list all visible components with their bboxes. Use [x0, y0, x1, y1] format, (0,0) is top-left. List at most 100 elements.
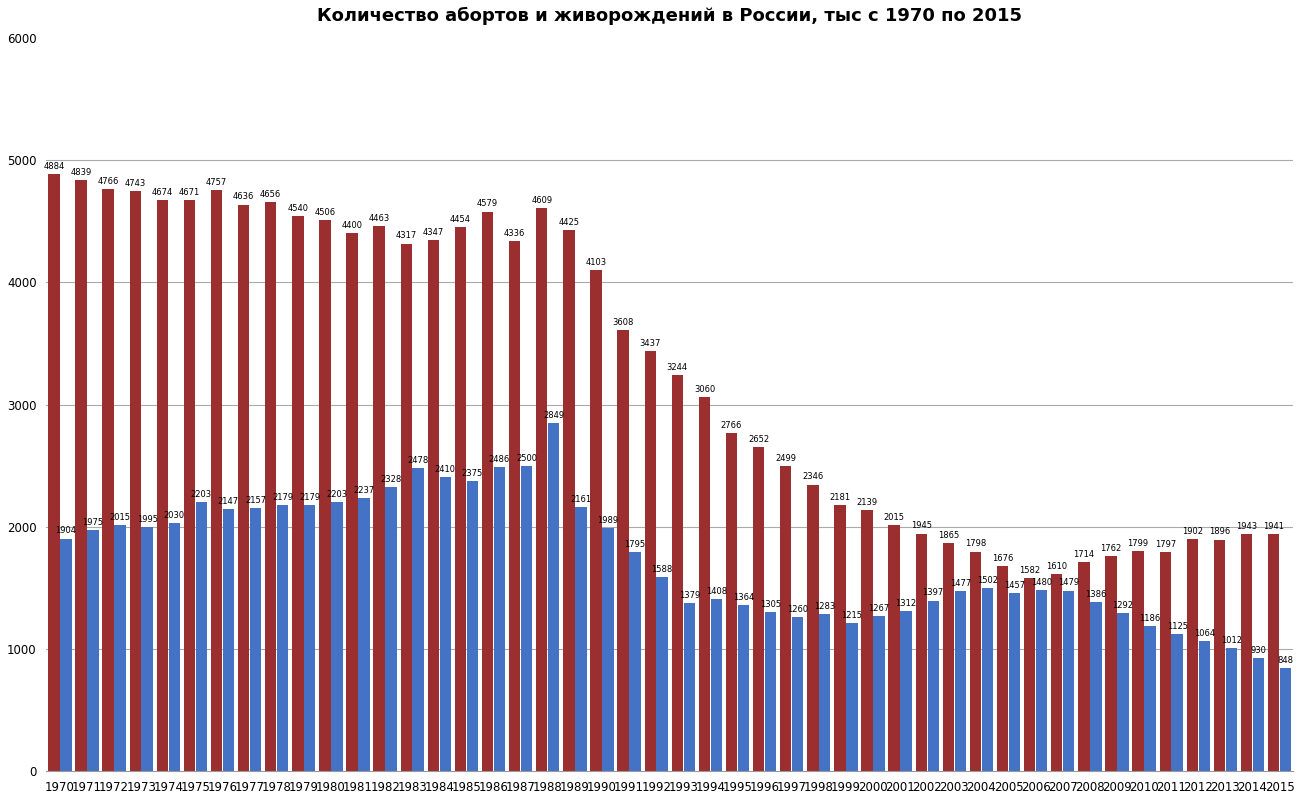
Bar — [373, 226, 385, 771]
Bar — [656, 578, 668, 771]
Text: 3244: 3244 — [666, 363, 689, 372]
Text: 1896: 1896 — [1209, 528, 1230, 537]
Bar — [412, 469, 424, 771]
Bar — [927, 601, 939, 771]
Bar — [331, 502, 343, 771]
Text: 848: 848 — [1278, 655, 1294, 665]
Text: 2015: 2015 — [884, 513, 905, 522]
Bar — [276, 505, 288, 771]
Text: 1215: 1215 — [841, 610, 862, 620]
Text: 2203: 2203 — [326, 490, 347, 499]
Bar — [765, 612, 776, 771]
Bar — [1171, 634, 1183, 771]
Bar — [1187, 539, 1198, 771]
Bar — [591, 270, 601, 771]
Text: 1292: 1292 — [1112, 602, 1133, 610]
Text: 4671: 4671 — [179, 188, 200, 197]
Text: 1582: 1582 — [1020, 566, 1041, 575]
Bar — [752, 447, 764, 771]
Bar — [1035, 590, 1047, 771]
Text: 2030: 2030 — [164, 511, 185, 520]
Bar — [874, 617, 884, 771]
Text: 2179: 2179 — [273, 493, 293, 502]
Text: 1012: 1012 — [1221, 635, 1241, 645]
Text: 2478: 2478 — [408, 457, 429, 465]
Bar — [943, 543, 955, 771]
Text: 2203: 2203 — [190, 490, 213, 499]
Text: 2652: 2652 — [748, 435, 769, 444]
Bar — [699, 397, 711, 771]
Text: 3608: 3608 — [613, 318, 634, 327]
Text: 1943: 1943 — [1236, 521, 1257, 531]
Text: 2161: 2161 — [570, 495, 592, 504]
Bar — [237, 204, 249, 771]
Text: 1386: 1386 — [1085, 590, 1107, 599]
Bar — [575, 507, 587, 771]
Bar — [672, 375, 683, 771]
Bar — [711, 599, 722, 771]
Bar — [1226, 647, 1237, 771]
Bar — [982, 588, 994, 771]
Bar — [347, 233, 357, 771]
Text: 1975: 1975 — [82, 517, 103, 527]
Bar — [780, 466, 792, 771]
Bar — [536, 207, 548, 771]
Bar — [1063, 590, 1074, 771]
Text: 4400: 4400 — [342, 221, 363, 231]
Text: 3060: 3060 — [694, 385, 715, 394]
Text: 2500: 2500 — [516, 453, 537, 463]
Title: Количество абортов и живорождений в России, тыс с 1970 по 2015: Количество абортов и живорождений в Росс… — [317, 7, 1022, 25]
Bar — [1051, 574, 1063, 771]
Text: 1795: 1795 — [625, 540, 645, 549]
Text: 4317: 4317 — [395, 231, 417, 240]
Text: 4425: 4425 — [558, 218, 579, 227]
Bar — [644, 351, 656, 771]
Bar — [819, 614, 831, 771]
Bar — [304, 505, 316, 771]
Text: 4454: 4454 — [450, 215, 471, 223]
Bar — [319, 220, 331, 771]
Text: 4766: 4766 — [98, 176, 119, 186]
Bar — [1078, 562, 1090, 771]
Text: 4674: 4674 — [151, 187, 173, 197]
Bar — [1009, 594, 1020, 771]
Text: 2499: 2499 — [776, 453, 797, 463]
Bar — [1090, 602, 1102, 771]
Bar — [1132, 551, 1144, 771]
Text: 2486: 2486 — [489, 455, 510, 465]
Text: 4506: 4506 — [314, 208, 335, 217]
Text: 2157: 2157 — [245, 496, 266, 505]
Text: 2237: 2237 — [353, 485, 374, 495]
Text: 2015: 2015 — [110, 513, 130, 522]
Bar — [494, 468, 505, 771]
Bar — [76, 179, 86, 771]
Text: 1479: 1479 — [1058, 578, 1080, 587]
Bar — [846, 623, 858, 771]
Text: 1267: 1267 — [868, 605, 889, 614]
Bar — [602, 528, 614, 771]
Text: 1477: 1477 — [949, 578, 971, 588]
Bar — [168, 523, 180, 771]
Bar — [1106, 556, 1116, 771]
Bar — [223, 509, 235, 771]
Text: 1502: 1502 — [977, 576, 998, 585]
Text: 4839: 4839 — [70, 167, 91, 177]
Text: 4336: 4336 — [503, 229, 526, 238]
Bar — [1024, 578, 1035, 771]
Text: 2410: 2410 — [434, 465, 456, 473]
Bar — [156, 200, 168, 771]
Text: 1588: 1588 — [652, 566, 673, 574]
Bar — [141, 527, 153, 771]
Text: 2849: 2849 — [544, 411, 565, 420]
Text: 4540: 4540 — [287, 204, 308, 213]
Text: 1125: 1125 — [1167, 622, 1188, 630]
Bar — [915, 533, 927, 771]
Text: 3437: 3437 — [639, 339, 661, 348]
Bar — [115, 525, 125, 771]
Bar — [129, 191, 141, 771]
Text: 2766: 2766 — [721, 421, 742, 430]
Text: 1312: 1312 — [896, 599, 917, 608]
Bar — [630, 552, 640, 771]
Bar — [1159, 552, 1171, 771]
Bar — [1281, 668, 1291, 771]
